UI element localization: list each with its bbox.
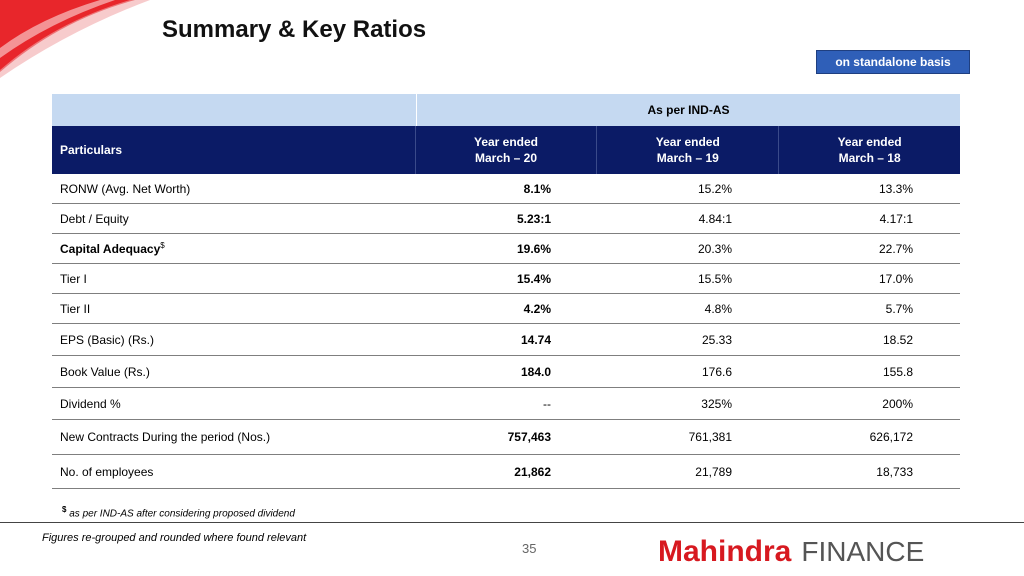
row-value: 4.8%	[704, 301, 732, 316]
footer-note: Figures re-grouped and rounded where fou…	[42, 532, 307, 544]
row-value: 18.52	[882, 332, 913, 347]
key-ratios-table: As per IND-AS Particulars Year ended Mar…	[52, 94, 960, 489]
row-value: 200%	[882, 396, 913, 411]
table-row: Dividend % -- 325% 200%	[52, 388, 960, 420]
year-header-march-19: Year ended March – 19	[597, 126, 780, 174]
year-header-march-18: Year ended March – 18	[837, 135, 902, 165]
row-label: Capital Adequacy	[60, 242, 161, 256]
footnote: $ as per IND-AS after considering propos…	[62, 505, 295, 519]
table-column-header-row: Particulars Year ended March – 20 Year e…	[52, 126, 960, 174]
row-value: 4.2%	[523, 301, 551, 316]
footnote-symbol: $	[62, 505, 67, 514]
particulars-header: Particulars	[52, 126, 416, 174]
row-value: 18,733	[876, 464, 913, 479]
row-value: 155.8	[882, 364, 913, 379]
page-number: 35	[522, 541, 537, 556]
row-label: Dividend %	[60, 396, 121, 411]
row-value: 8.1%	[523, 181, 551, 196]
row-value: 626,172	[869, 430, 913, 444]
table-row: Capital Adequacy$ 19.6% 20.3% 22.7%	[52, 234, 960, 264]
row-label: Tier II	[60, 301, 91, 316]
row-label: New Contracts During the period (Nos.)	[60, 430, 271, 444]
year-header-march-20: Year ended March – 20	[416, 126, 598, 174]
row-label-sup: $	[160, 241, 165, 250]
row-value: 15.2%	[697, 181, 732, 196]
row-value: 13.3%	[878, 181, 913, 196]
row-value: --	[543, 396, 551, 411]
row-value: 4.84:1	[698, 211, 732, 226]
row-value: 21,789	[695, 464, 732, 479]
logo-product: FINANCE	[801, 536, 925, 567]
table-row: RONW (Avg. Net Worth) 8.1% 15.2% 13.3%	[52, 174, 960, 204]
row-value: 14.74	[520, 332, 551, 347]
footer-divider	[0, 522, 1024, 523]
row-value: 4.17:1	[879, 211, 913, 226]
row-value: 25.33	[701, 332, 732, 347]
table-row: EPS (Basic) (Rs.) 14.74 25.33 18.52	[52, 324, 960, 356]
row-value: 15.4%	[516, 271, 551, 286]
page-title: Summary & Key Ratios	[162, 16, 427, 43]
row-value: 761,381	[688, 430, 732, 444]
row-value: 19.6%	[516, 241, 551, 256]
row-value: 176.6	[701, 364, 732, 379]
row-label: RONW (Avg. Net Worth)	[60, 181, 191, 196]
corner-swoosh-decoration	[0, 0, 150, 78]
row-value: 22.7%	[878, 241, 913, 256]
row-value: 184.0	[520, 364, 551, 379]
row-value: 757,463	[507, 430, 551, 444]
footnote-text: as per IND-AS after considering proposed…	[69, 508, 295, 520]
row-label: No. of employees	[60, 464, 154, 479]
table-row: Book Value (Rs.) 184.0 176.6 155.8	[52, 356, 960, 388]
row-label: EPS (Basic) (Rs.)	[60, 332, 155, 347]
table-row: New Contracts During the period (Nos.) 75…	[52, 420, 960, 455]
table-row: Tier II 4.2% 4.8% 5.7%	[52, 294, 960, 324]
row-value: 21,862	[514, 464, 551, 479]
logo-brand: Mahindra	[658, 535, 792, 568]
row-value: 20.3%	[697, 241, 732, 256]
basis-badge: on standalone basis	[816, 50, 970, 74]
table-row: Tier I 15.4% 15.5% 17.0%	[52, 264, 960, 294]
table-row: No. of employees 21,862 21,789 18,733	[52, 455, 960, 489]
row-label: Debt / Equity	[60, 211, 129, 226]
group-header-ind-as: As per IND-AS	[417, 94, 960, 126]
row-value: 325%	[701, 396, 732, 411]
table-row: Debt / Equity 5.23:1 4.84:1 4.17:1	[52, 204, 960, 234]
row-label: Book Value (Rs.)	[60, 364, 150, 379]
row-label: Tier I	[60, 271, 87, 286]
table-group-header-row: As per IND-AS	[52, 94, 960, 126]
row-value: 17.0%	[878, 271, 913, 286]
row-value: 15.5%	[697, 271, 732, 286]
table-body: RONW (Avg. Net Worth) 8.1% 15.2% 13.3% Debt …	[52, 174, 960, 489]
row-value: 5.7%	[885, 301, 913, 316]
row-value: 5.23:1	[516, 211, 551, 226]
mahindra-finance-logo: Mahindra FINANCE	[658, 535, 924, 569]
